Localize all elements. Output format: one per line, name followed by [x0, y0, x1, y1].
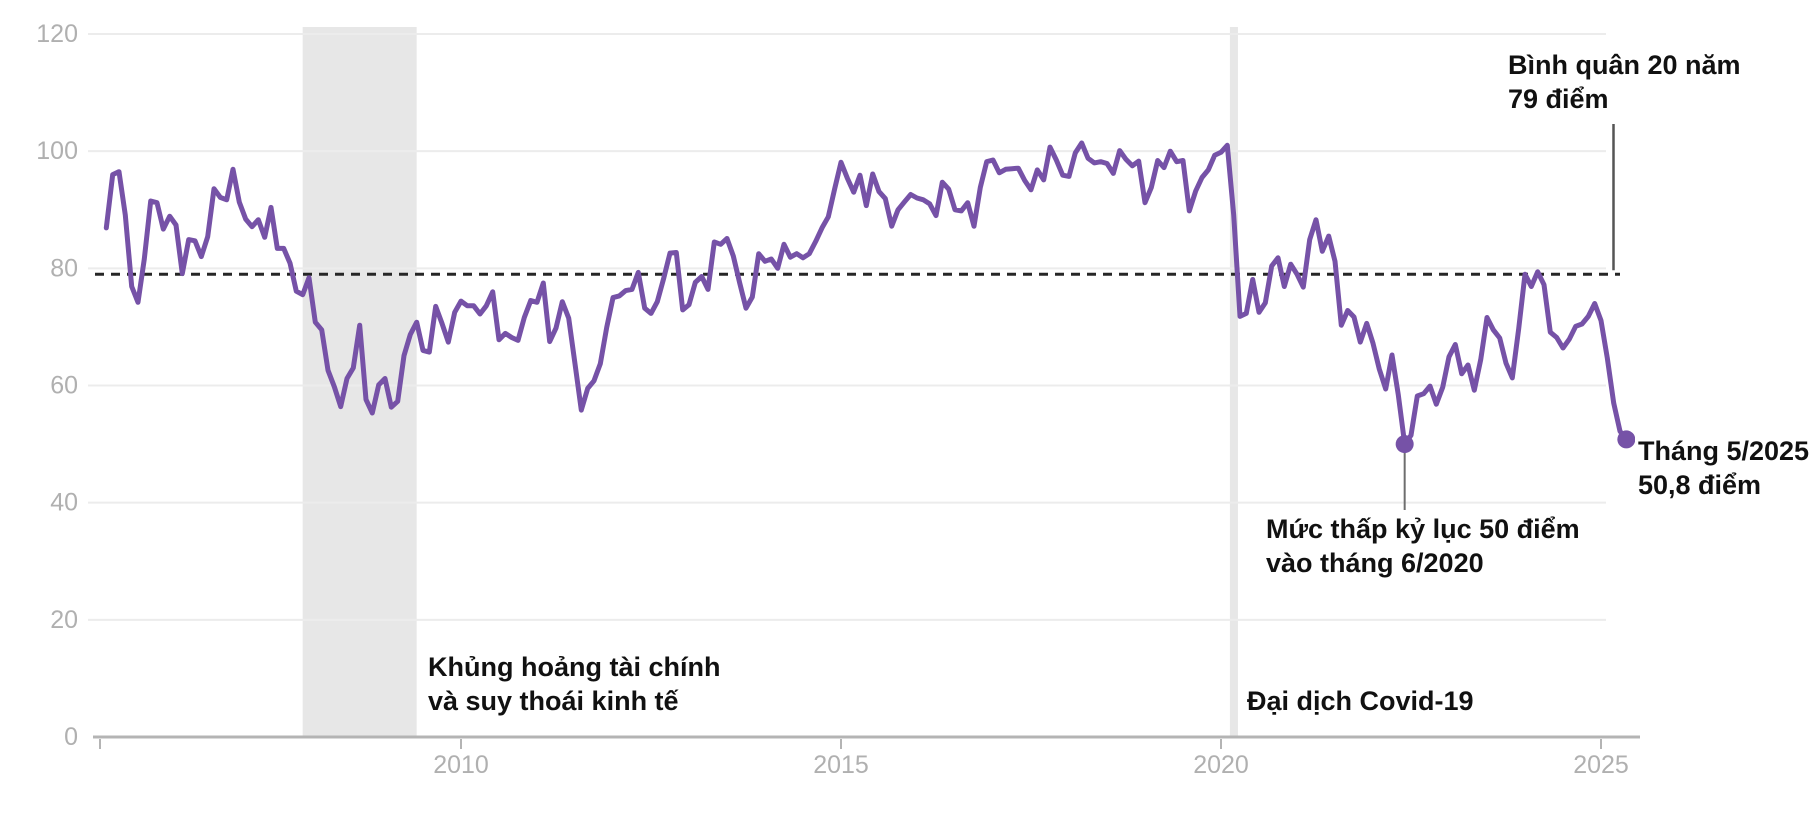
- annotation-covid: Đại dịch Covid-19: [1244, 682, 1477, 720]
- annotation-average-line1: Bình quân 20 năm: [1508, 50, 1741, 80]
- annotation-latest-point: Tháng 5/2025 50,8 điểm: [1635, 432, 1813, 504]
- annotation-latest-point-line2: 50,8 điểm: [1638, 470, 1762, 500]
- latest-dot: [1617, 430, 1636, 449]
- annotation-financial-crisis-line2: và suy thoái kinh tế: [428, 686, 679, 716]
- covid-event-line: [1229, 27, 1238, 737]
- sentiment-line: [103, 140, 1629, 447]
- y-tick-label: 40: [50, 489, 78, 517]
- y-tick-label: 20: [50, 606, 78, 634]
- y-tick-label: 80: [50, 254, 78, 282]
- y-tick-label: 120: [36, 20, 78, 48]
- x-tick-label: 2020: [1193, 751, 1249, 779]
- x-tick-label: 2010: [433, 751, 489, 779]
- annotation-latest-point-line1: Tháng 5/2025: [1638, 436, 1810, 466]
- y-tick-label: 0: [64, 723, 78, 751]
- y-tick-label: 100: [36, 137, 78, 165]
- x-tick-label: 2015: [813, 751, 869, 779]
- annotation-average-line2: 79 điểm: [1508, 84, 1609, 114]
- annotation-financial-crisis-line1: Khủng hoảng tài chính: [428, 652, 721, 682]
- annotation-record-low: Mức thấp kỷ lục 50 điểm vào tháng 6/2020: [1263, 510, 1583, 582]
- annotation-financial-crisis: Khủng hoảng tài chính và suy thoái kinh …: [425, 648, 724, 720]
- y-tick-label: 60: [50, 372, 78, 400]
- x-tick-label: 2025: [1573, 751, 1629, 779]
- recession-band: [302, 27, 417, 737]
- annotation-covid-line1: Đại dịch Covid-19: [1247, 686, 1474, 716]
- annotation-average: Bình quân 20 năm 79 điểm: [1505, 46, 1744, 118]
- annotation-record-low-line2: vào tháng 6/2020: [1266, 548, 1484, 578]
- annotation-record-low-line1: Mức thấp kỷ lục 50 điểm: [1266, 514, 1580, 544]
- record-low-dot: [1395, 435, 1414, 454]
